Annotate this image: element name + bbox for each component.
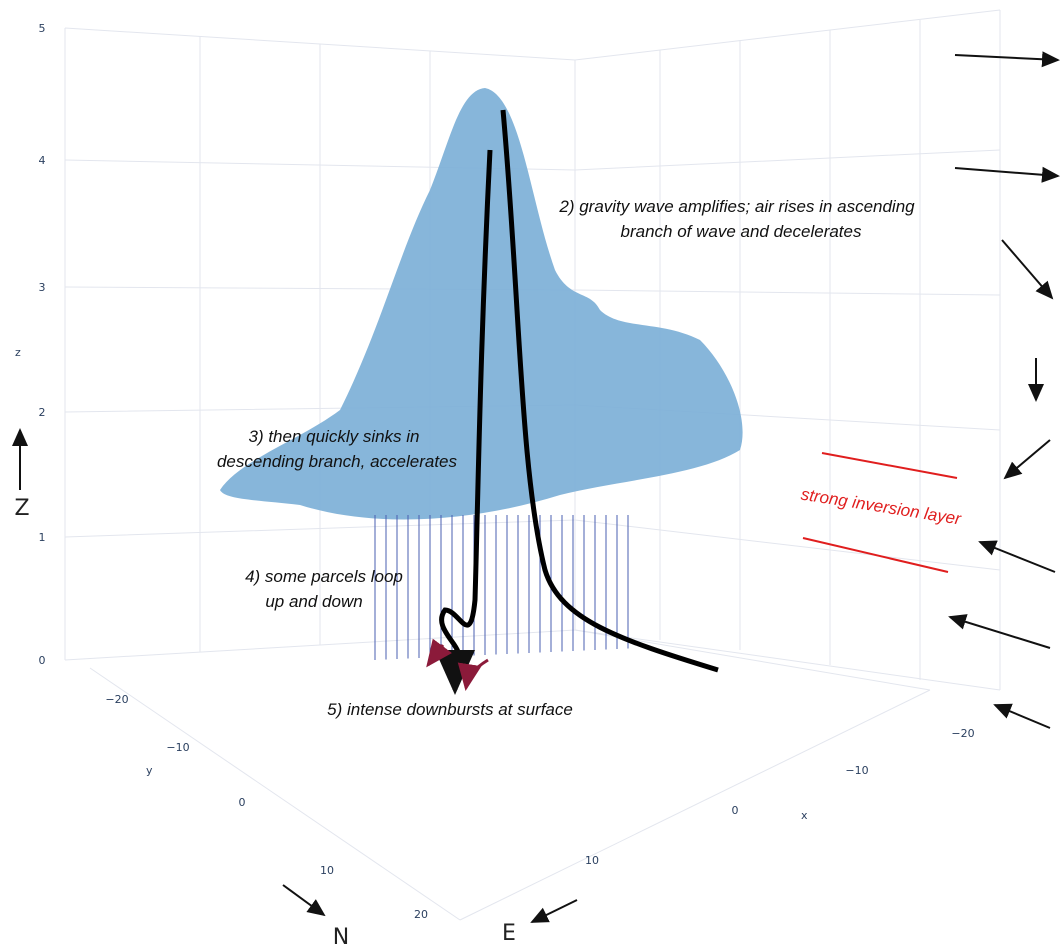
z-tick-label: 2 bbox=[39, 406, 46, 419]
y-tick-label: 20 bbox=[414, 908, 428, 921]
annotation: 5) intense downbursts at surface bbox=[327, 700, 573, 719]
annotation: strong inversion layer bbox=[800, 485, 964, 529]
axis-title: x bbox=[801, 809, 808, 822]
annotation: descending branch, accelerates bbox=[217, 452, 458, 471]
figure: 0 1 2 3 4 5 −20 −10 0 10 20 −20 −10 0 10 z y x Z N E 2) gravi… bbox=[0, 0, 1062, 951]
x-tick-label: 0 bbox=[732, 804, 739, 817]
annotation: 4) some parcels loop bbox=[245, 567, 403, 586]
vertical-lines bbox=[375, 515, 628, 660]
axis-title: z bbox=[15, 346, 21, 359]
y-tick-label: 0 bbox=[239, 796, 246, 809]
inversion-line bbox=[803, 538, 948, 572]
downburst-arrow bbox=[466, 660, 488, 688]
z-tick-label: 3 bbox=[39, 281, 46, 294]
annotation: branch of wave and decelerates bbox=[621, 222, 862, 241]
x-tick-label: 10 bbox=[585, 854, 599, 867]
annotation: up and down bbox=[265, 592, 362, 611]
z-tick-label: 4 bbox=[39, 154, 46, 167]
compass-label: E bbox=[502, 921, 516, 946]
inversion-line bbox=[822, 453, 957, 478]
compass-label: Z bbox=[14, 496, 29, 521]
y-tick-label: −20 bbox=[105, 693, 128, 706]
z-tick-label: 5 bbox=[39, 22, 46, 35]
z-tick-label: 1 bbox=[39, 531, 46, 544]
annotation: 2) gravity wave amplifies; air rises in … bbox=[558, 197, 915, 216]
x-tick-label: −10 bbox=[845, 764, 868, 777]
compass-label: N bbox=[333, 925, 349, 950]
y-tick-label: 10 bbox=[320, 864, 334, 877]
axis-title: y bbox=[146, 764, 153, 777]
annotation: 3) then quickly sinks in bbox=[248, 427, 419, 446]
z-tick-label: 0 bbox=[39, 654, 46, 667]
x-tick-label: −20 bbox=[951, 727, 974, 740]
y-tick-label: −10 bbox=[166, 741, 189, 754]
